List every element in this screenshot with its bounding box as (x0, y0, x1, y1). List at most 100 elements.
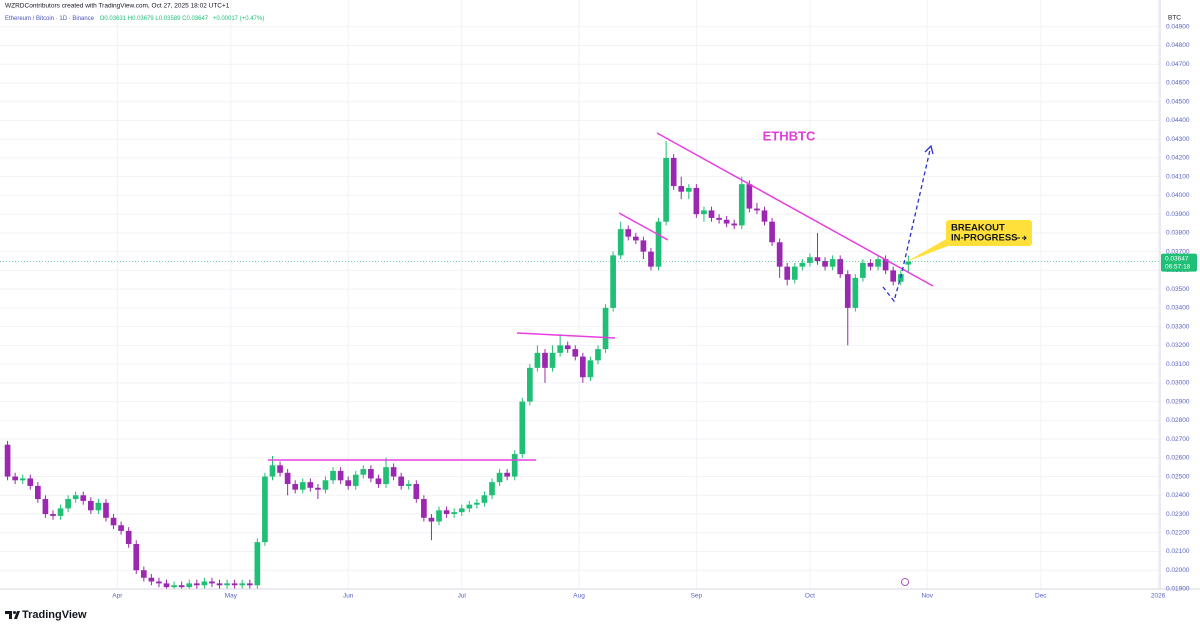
candle-body (368, 469, 374, 479)
candle-body (685, 187, 692, 192)
callout-box (946, 220, 1032, 246)
candle-body (852, 277, 859, 308)
candle-body (103, 502, 109, 518)
candle-body (489, 482, 495, 496)
y-tick-label: 0.02000 (1166, 567, 1190, 574)
candle-body (716, 217, 722, 220)
candle-body (72, 495, 79, 500)
candle-body (784, 266, 791, 280)
candle-body (12, 476, 18, 481)
candle-body (50, 514, 56, 516)
x-tick-label: Aug (573, 593, 585, 600)
x-tick-label: 2026 (1151, 593, 1166, 600)
trendline (656, 132, 934, 287)
candle-body (451, 512, 457, 515)
candle-body (496, 472, 503, 483)
y-tick-label: 0.04300 (1166, 136, 1190, 143)
candle-body (844, 274, 851, 308)
candle-body (617, 229, 624, 256)
candle-body (224, 583, 230, 586)
y-tick-label: 0.03000 (1166, 380, 1190, 387)
countdown-label: 06:57:18 (1165, 263, 1191, 270)
candle-body (723, 219, 730, 224)
axis-unit: BTC (1168, 15, 1181, 22)
candle-body (35, 485, 41, 500)
y-tick-label: 0.04400 (1166, 117, 1190, 124)
candle-body (42, 499, 49, 515)
candle-body (632, 236, 639, 241)
y-tick-label: 0.03300 (1166, 323, 1190, 330)
x-tick-label: Sep (691, 593, 703, 600)
candle-body (474, 502, 480, 505)
legend-ohlc: O0.03631 H0.03679 L0.03589 C0.03647 (100, 16, 209, 22)
candle-body (398, 476, 405, 486)
y-tick-label: 0.04200 (1166, 155, 1190, 162)
y-tick-label: 0.02300 (1166, 511, 1190, 518)
candle-body (860, 262, 866, 278)
y-tick-label: 0.03900 (1166, 211, 1190, 218)
candle-body (761, 210, 768, 222)
candle-body (776, 242, 783, 267)
y-tick-label: 0.02100 (1166, 548, 1190, 555)
candle-body (95, 502, 102, 511)
candle-body (648, 251, 654, 267)
candle-body (322, 480, 329, 490)
candle-body (595, 349, 601, 361)
candle-body (133, 544, 140, 571)
candle-body (610, 255, 616, 308)
x-tick-label: Apr (112, 593, 123, 600)
candle-body (504, 472, 510, 477)
candle-body (383, 467, 389, 485)
candle-body (875, 259, 881, 267)
trendlines (268, 132, 934, 461)
candle-body (693, 187, 700, 215)
callout-text: BREAKOUT (951, 223, 1005, 234)
candle-body (814, 257, 821, 262)
callout-pointer (906, 238, 948, 262)
candle-body (897, 274, 904, 282)
candle-body (421, 499, 427, 518)
y-tick-label: 0.04500 (1166, 98, 1190, 105)
callout-text: IN-PROGRESS (951, 233, 1018, 244)
x-tick-label: Nov (921, 593, 933, 600)
candle-body (890, 270, 897, 282)
candle-body (466, 504, 473, 509)
candle-body (110, 517, 117, 526)
last-price-tag (1161, 253, 1197, 272)
candle-body (118, 525, 124, 531)
candle-body (209, 581, 215, 584)
y-tick-label: 0.02600 (1166, 455, 1190, 462)
candle-body (640, 240, 647, 252)
candle-body (905, 261, 912, 265)
candle-body (27, 478, 34, 486)
candle-body (345, 480, 352, 486)
candle-body (216, 583, 223, 586)
y-tick-label: 0.02400 (1166, 492, 1190, 499)
candle-body (822, 261, 828, 267)
y-tick-label: 0.04900 (1166, 23, 1190, 30)
candle-body (163, 583, 170, 588)
candle-body (315, 487, 321, 490)
candle-body (269, 465, 276, 477)
y-tick-label: 0.03400 (1166, 305, 1190, 312)
candle-body (178, 585, 185, 588)
x-tick-label: Jun (343, 593, 354, 600)
candle-body (405, 484, 412, 486)
y-tick-label: 0.02500 (1166, 473, 1190, 480)
candle-body (156, 581, 162, 584)
brand-logo (5, 611, 20, 619)
candle-body (413, 484, 420, 500)
candle-body (542, 352, 548, 368)
candle-body (262, 476, 268, 543)
legend: Ethereum / Bitcoin · 1D · Binance O0.036… (5, 16, 264, 22)
candle-body (882, 259, 889, 271)
candle-body (231, 583, 238, 586)
candle-body (87, 500, 94, 511)
candle-body (708, 210, 715, 218)
candle-body (799, 262, 806, 267)
candle-body (330, 470, 336, 481)
candle-body (80, 495, 87, 501)
projection-arrowhead (924, 144, 934, 155)
